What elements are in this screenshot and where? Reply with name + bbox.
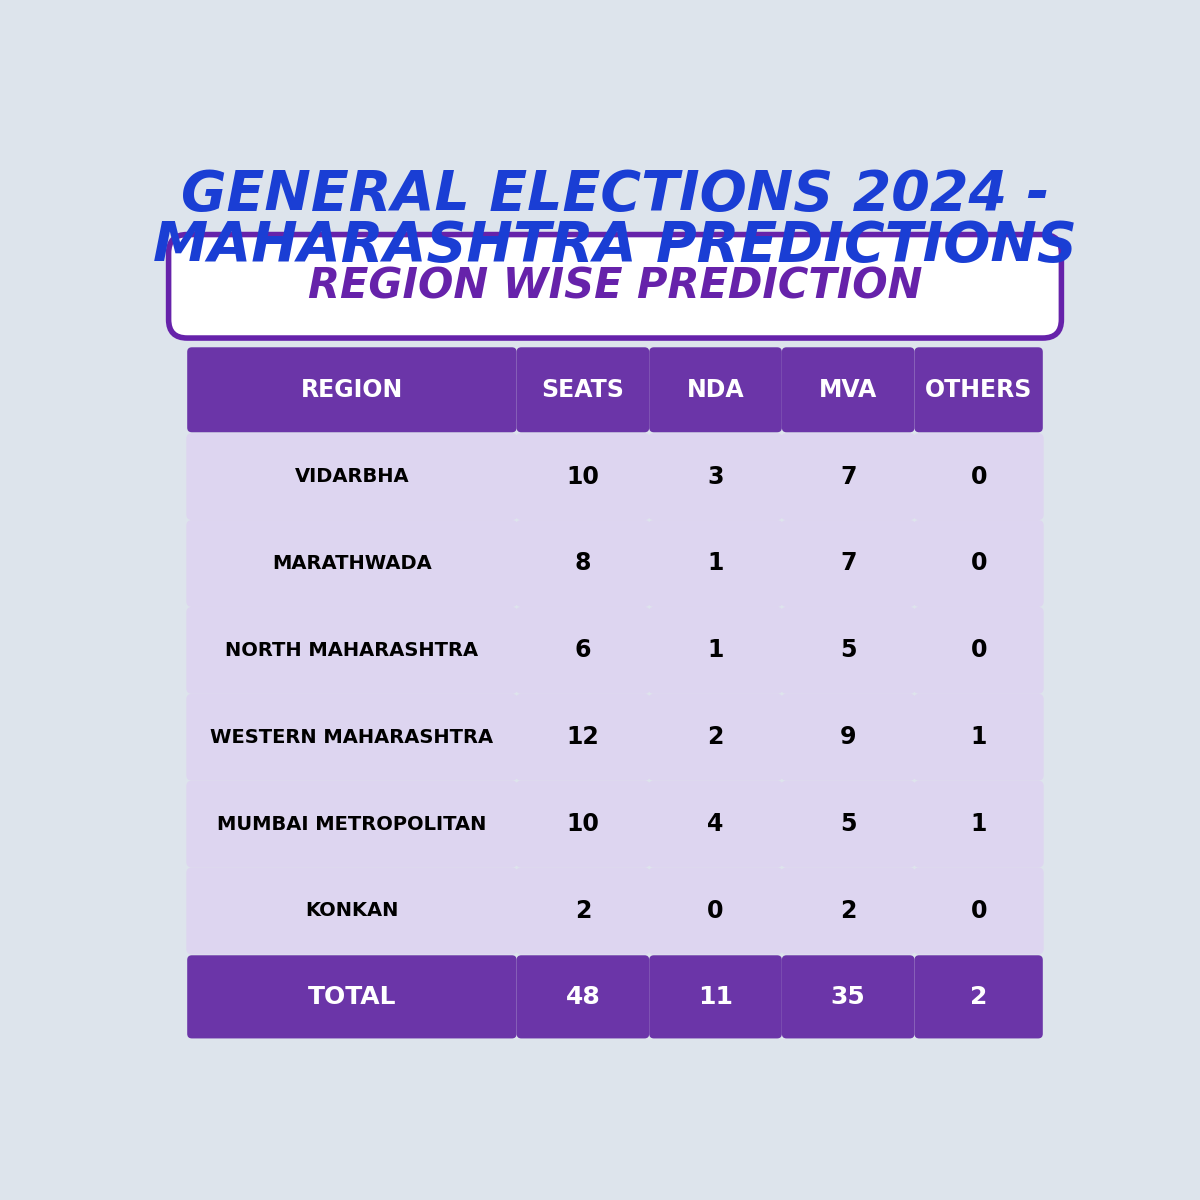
FancyBboxPatch shape xyxy=(648,781,782,868)
Text: MVA: MVA xyxy=(820,378,877,402)
Text: NORTH MAHARASHTRA: NORTH MAHARASHTRA xyxy=(226,641,479,660)
Text: 5: 5 xyxy=(840,812,857,836)
Text: 1: 1 xyxy=(707,638,724,662)
Text: OTHERS: OTHERS xyxy=(925,378,1032,402)
FancyBboxPatch shape xyxy=(517,347,649,432)
FancyBboxPatch shape xyxy=(781,607,916,694)
Text: MUMBAI METROPOLITAN: MUMBAI METROPOLITAN xyxy=(217,815,486,834)
Text: 1: 1 xyxy=(707,552,724,576)
Text: VIDARBHA: VIDARBHA xyxy=(294,467,409,486)
Text: 35: 35 xyxy=(830,985,865,1009)
FancyBboxPatch shape xyxy=(648,868,782,954)
Text: 2: 2 xyxy=(575,899,592,923)
FancyBboxPatch shape xyxy=(516,433,650,520)
FancyBboxPatch shape xyxy=(914,955,1043,1038)
FancyBboxPatch shape xyxy=(781,694,916,781)
Text: 0: 0 xyxy=(971,899,986,923)
FancyBboxPatch shape xyxy=(187,347,517,432)
Text: 3: 3 xyxy=(707,464,724,488)
FancyBboxPatch shape xyxy=(913,607,1044,694)
Text: 10: 10 xyxy=(566,464,599,488)
FancyBboxPatch shape xyxy=(649,347,782,432)
Text: 7: 7 xyxy=(840,552,857,576)
Text: 11: 11 xyxy=(698,985,733,1009)
FancyBboxPatch shape xyxy=(913,433,1044,520)
Text: MAHARASHTRA PREDICTIONS: MAHARASHTRA PREDICTIONS xyxy=(154,218,1076,272)
Text: NDA: NDA xyxy=(686,378,744,402)
FancyBboxPatch shape xyxy=(186,694,517,781)
Text: 1: 1 xyxy=(971,812,986,836)
FancyBboxPatch shape xyxy=(186,433,517,520)
Text: 2: 2 xyxy=(707,725,724,749)
FancyBboxPatch shape xyxy=(913,868,1044,954)
FancyBboxPatch shape xyxy=(516,607,650,694)
FancyBboxPatch shape xyxy=(517,955,649,1038)
Text: MARATHWADA: MARATHWADA xyxy=(272,554,432,572)
Text: 2: 2 xyxy=(970,985,988,1009)
FancyBboxPatch shape xyxy=(168,234,1062,338)
Text: SEATS: SEATS xyxy=(541,378,624,402)
FancyBboxPatch shape xyxy=(913,781,1044,868)
FancyBboxPatch shape xyxy=(648,694,782,781)
FancyBboxPatch shape xyxy=(781,868,916,954)
Text: 48: 48 xyxy=(565,985,600,1009)
FancyBboxPatch shape xyxy=(186,781,517,868)
Text: 5: 5 xyxy=(840,638,857,662)
FancyBboxPatch shape xyxy=(781,433,916,520)
Text: REGION WISE PREDICTION: REGION WISE PREDICTION xyxy=(307,265,923,307)
Text: WESTERN MAHARASHTRA: WESTERN MAHARASHTRA xyxy=(210,727,493,746)
FancyBboxPatch shape xyxy=(187,955,517,1038)
Text: KONKAN: KONKAN xyxy=(305,901,398,920)
FancyBboxPatch shape xyxy=(782,347,914,432)
Text: 0: 0 xyxy=(971,552,986,576)
Text: REGION: REGION xyxy=(301,378,403,402)
FancyBboxPatch shape xyxy=(516,781,650,868)
Text: TOTAL: TOTAL xyxy=(307,985,396,1009)
FancyBboxPatch shape xyxy=(648,433,782,520)
Text: 0: 0 xyxy=(971,638,986,662)
Text: 0: 0 xyxy=(971,464,986,488)
FancyBboxPatch shape xyxy=(781,520,916,607)
FancyBboxPatch shape xyxy=(186,607,517,694)
Text: 0: 0 xyxy=(707,899,724,923)
FancyBboxPatch shape xyxy=(782,955,914,1038)
FancyBboxPatch shape xyxy=(914,347,1043,432)
Text: 2: 2 xyxy=(840,899,857,923)
Text: 12: 12 xyxy=(566,725,599,749)
Text: 9: 9 xyxy=(840,725,857,749)
FancyBboxPatch shape xyxy=(516,520,650,607)
FancyBboxPatch shape xyxy=(913,694,1044,781)
Text: 10: 10 xyxy=(566,812,599,836)
FancyBboxPatch shape xyxy=(186,868,517,954)
FancyBboxPatch shape xyxy=(648,607,782,694)
FancyBboxPatch shape xyxy=(913,520,1044,607)
Text: GENERAL ELECTIONS 2024 -: GENERAL ELECTIONS 2024 - xyxy=(181,168,1049,222)
Text: 6: 6 xyxy=(575,638,592,662)
FancyBboxPatch shape xyxy=(648,520,782,607)
Text: 4: 4 xyxy=(707,812,724,836)
FancyBboxPatch shape xyxy=(516,868,650,954)
FancyBboxPatch shape xyxy=(516,694,650,781)
Text: 1: 1 xyxy=(971,725,986,749)
FancyBboxPatch shape xyxy=(781,781,916,868)
Text: 7: 7 xyxy=(840,464,857,488)
FancyBboxPatch shape xyxy=(186,520,517,607)
Text: 8: 8 xyxy=(575,552,592,576)
FancyBboxPatch shape xyxy=(649,955,782,1038)
